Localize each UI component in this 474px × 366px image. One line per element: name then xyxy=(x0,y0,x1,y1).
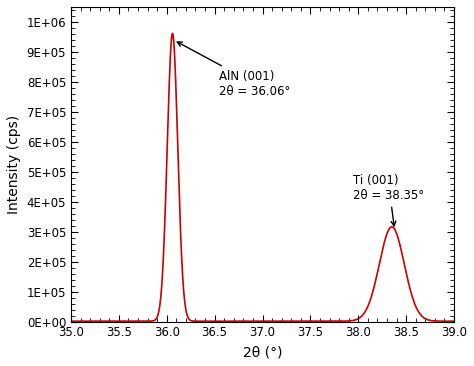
Text: AlN (001)
2θ = 36.06°: AlN (001) 2θ = 36.06° xyxy=(177,42,291,98)
X-axis label: 2θ (°): 2θ (°) xyxy=(243,345,283,359)
Text: Ti (001)
2θ = 38.35°: Ti (001) 2θ = 38.35° xyxy=(354,174,425,226)
Y-axis label: Intensity (cps): Intensity (cps) xyxy=(7,115,21,214)
